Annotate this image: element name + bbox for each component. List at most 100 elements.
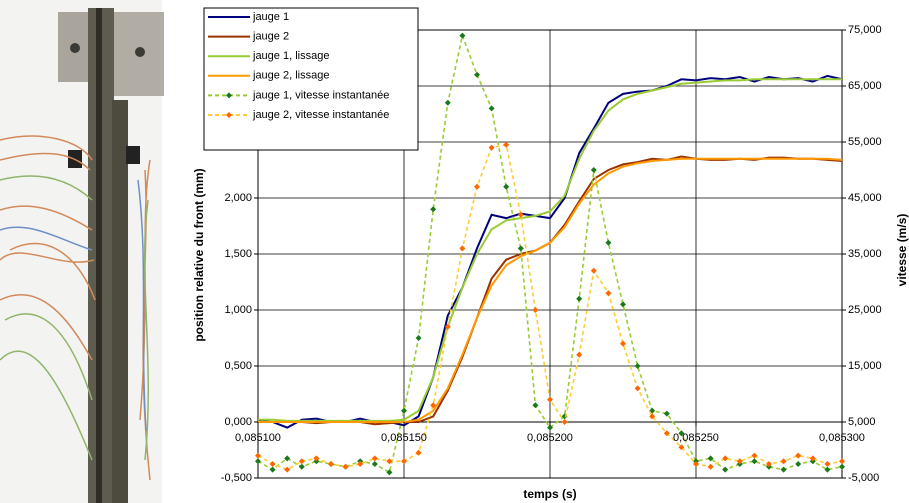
marker <box>722 466 729 473</box>
y2-tick-label: 55,000 <box>848 136 882 148</box>
marker <box>824 461 831 467</box>
marker <box>547 424 553 431</box>
marker <box>824 466 831 473</box>
legend-label: jauge 1, vitesse instantanée <box>252 89 389 101</box>
marker <box>649 413 656 420</box>
marker <box>780 466 787 473</box>
marker <box>226 92 232 99</box>
marker <box>663 430 670 437</box>
marker <box>736 458 743 465</box>
marker <box>620 301 626 308</box>
marker <box>503 183 510 190</box>
marker <box>444 99 451 106</box>
marker <box>371 455 378 462</box>
marker <box>605 239 612 246</box>
y2-tick-label: 75,000 <box>848 24 882 36</box>
series-line <box>258 78 842 422</box>
series-layer <box>255 32 845 476</box>
marker <box>751 458 758 465</box>
tick-layer: -0,5000,0000,5001,0001,5002,0002,500-5,0… <box>221 24 882 484</box>
marker <box>722 455 729 462</box>
marker <box>576 351 583 358</box>
marker <box>620 340 626 347</box>
marker <box>255 458 261 465</box>
marker <box>780 458 787 465</box>
marker <box>532 307 539 313</box>
marker <box>693 461 699 467</box>
marker <box>430 402 437 409</box>
marker <box>590 267 597 274</box>
y2-tick-label: 5,000 <box>848 416 876 428</box>
y2-axis-title: vitesse (m/s) <box>895 214 909 287</box>
y2-tick-label: 65,000 <box>848 80 882 92</box>
marker <box>795 452 802 459</box>
series-line <box>257 74 843 429</box>
marker <box>357 461 364 467</box>
y2-tick-label: 35,000 <box>848 248 882 260</box>
marker <box>459 245 466 252</box>
x-tick-label: 0,085300 <box>819 432 865 444</box>
marker <box>678 430 685 437</box>
marker <box>809 455 816 462</box>
y-tick-label: 1,500 <box>224 248 252 260</box>
series-line <box>258 157 843 423</box>
marker <box>269 466 276 473</box>
marker <box>226 112 232 118</box>
marker <box>415 335 422 341</box>
marker <box>839 458 845 465</box>
marker <box>488 105 495 112</box>
y-tick-label: 0,500 <box>224 360 252 372</box>
marker <box>663 410 670 417</box>
legend-label: jauge 1, lissage <box>252 50 329 62</box>
marker <box>605 290 612 297</box>
marker <box>517 211 524 218</box>
marker <box>678 444 685 451</box>
legend-label: jauge 2, lissage <box>252 70 329 82</box>
marker <box>547 396 553 403</box>
marker <box>386 458 393 465</box>
marker <box>590 167 597 173</box>
y-tick-label: 0,000 <box>224 416 252 428</box>
marker <box>386 469 393 476</box>
photo <box>0 0 164 503</box>
marker <box>795 461 802 467</box>
marker <box>503 141 510 148</box>
marker <box>517 245 524 252</box>
marker <box>401 458 407 465</box>
marker <box>444 323 451 330</box>
marker <box>474 183 480 190</box>
marker <box>269 461 276 467</box>
x-tick-label: 0,085200 <box>527 432 573 444</box>
y-axis-title: position relative du front (mm) <box>192 168 206 341</box>
marker <box>342 463 349 470</box>
y2-tick-label: 25,000 <box>848 304 882 316</box>
marker <box>459 32 466 39</box>
marker <box>298 463 305 470</box>
marker <box>839 463 845 470</box>
marker <box>328 461 334 467</box>
y-tick-label: -0,500 <box>221 472 252 484</box>
marker <box>430 206 437 213</box>
marker <box>284 466 291 473</box>
y-tick-label: 1,000 <box>224 304 252 316</box>
marker <box>298 458 305 465</box>
marker <box>284 455 291 462</box>
marker <box>474 71 480 78</box>
marker <box>415 449 422 456</box>
y2-tick-label: 45,000 <box>848 192 882 204</box>
x-tick-label: 0,085150 <box>381 432 427 444</box>
series-line <box>257 32 843 474</box>
marker <box>313 455 320 462</box>
marker <box>751 452 758 459</box>
y2-tick-label: -5,000 <box>848 472 879 484</box>
marker <box>255 452 261 459</box>
marker <box>766 461 772 467</box>
y2-tick-label: 15,000 <box>848 360 882 372</box>
marker <box>576 295 583 302</box>
x-tick-label: 0,085100 <box>235 432 281 444</box>
marker <box>532 402 539 409</box>
marker <box>561 419 568 425</box>
marker <box>634 385 641 392</box>
